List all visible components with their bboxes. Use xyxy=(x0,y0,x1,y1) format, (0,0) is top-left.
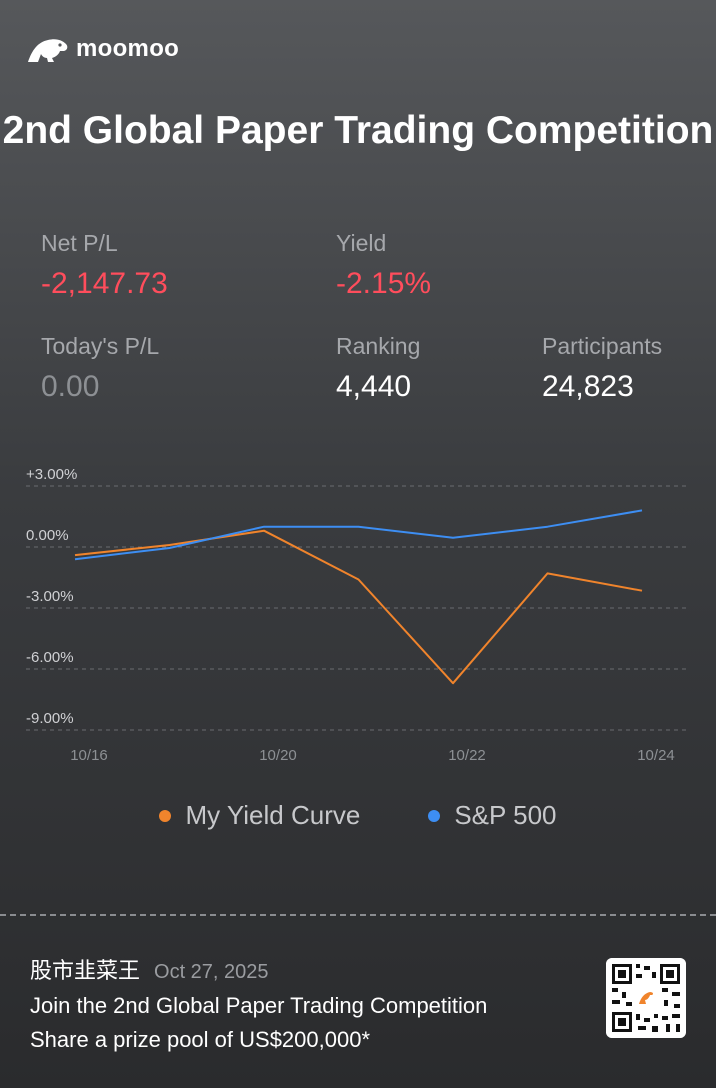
net-pl-stat: Net P/L -2,147.73 xyxy=(41,230,168,301)
legend-item-my-yield: My Yield Curve xyxy=(159,800,360,831)
net-pl-value: -2,147.73 xyxy=(41,267,168,300)
y-tick-label: +3.00% xyxy=(26,466,77,483)
participants-label: Participants xyxy=(542,333,663,359)
ranking-stat: Ranking 4,440 xyxy=(336,333,420,404)
yield-label: Yield xyxy=(336,230,387,256)
today-pl-label: Today's P/L xyxy=(41,333,160,359)
promo-line-1: Join the 2nd Global Paper Trading Compet… xyxy=(30,993,488,1018)
promo-line-2: Share a prize pool of US$200,000* xyxy=(30,1027,371,1052)
net-pl-label: Net P/L xyxy=(41,230,118,256)
participants-stat: Participants 24,823 xyxy=(542,333,662,404)
ranking-value: 4,440 xyxy=(336,370,412,403)
user-name: 股市韭菜王 xyxy=(30,958,141,983)
bull-logo-icon xyxy=(28,39,68,62)
chart-legend: My Yield Curve S&P 500 xyxy=(0,800,716,831)
yield-chart: +3.00% 0.00% -3.00% -6.00% -9.00% 10/16 10/20 1… xyxy=(26,466,686,764)
x-tick-label: 10/16 xyxy=(70,747,108,764)
y-tick-label: -6.00% xyxy=(26,649,74,666)
dashed-divider xyxy=(0,914,716,916)
x-tick-label: 10/24 xyxy=(637,747,675,764)
legend-label-my-yield: My Yield Curve xyxy=(185,800,361,830)
sp500-line xyxy=(74,509,643,561)
share-footer: 股市韭菜王 Oct 27, 2025 Join the 2nd Global P… xyxy=(30,953,487,1053)
x-tick-label: 10/22 xyxy=(448,747,486,764)
legend-blue-dot-icon xyxy=(428,809,441,822)
legend-orange-dot-icon xyxy=(159,809,172,822)
legend-label-sp500: S&P 500 xyxy=(454,800,557,830)
brand-name: moomoo xyxy=(76,35,180,62)
today-pl-value: 0.00 xyxy=(41,370,100,403)
today-pl-stat: Today's P/L 0.00 xyxy=(41,333,159,404)
legend-item-sp500: S&P 500 xyxy=(428,800,557,831)
moomoo-logo: moomoo xyxy=(26,34,179,64)
yield-stat: Yield -2.15% xyxy=(336,230,431,301)
yield-value: -2.15% xyxy=(336,267,432,300)
participants-value: 24,823 xyxy=(542,370,634,403)
y-tick-label: -9.00% xyxy=(26,710,74,727)
page-title: 2nd Global Paper Trading Competition xyxy=(2,109,714,152)
y-tick-label: 0.00% xyxy=(26,527,69,544)
my-yield-curve-line xyxy=(74,529,643,685)
ranking-label: Ranking xyxy=(336,333,421,359)
qr-code-icon[interactable] xyxy=(606,958,686,1038)
y-tick-label: -3.00% xyxy=(26,588,74,605)
x-tick-label: 10/20 xyxy=(259,747,297,764)
post-date: Oct 27, 2025 xyxy=(154,961,269,983)
